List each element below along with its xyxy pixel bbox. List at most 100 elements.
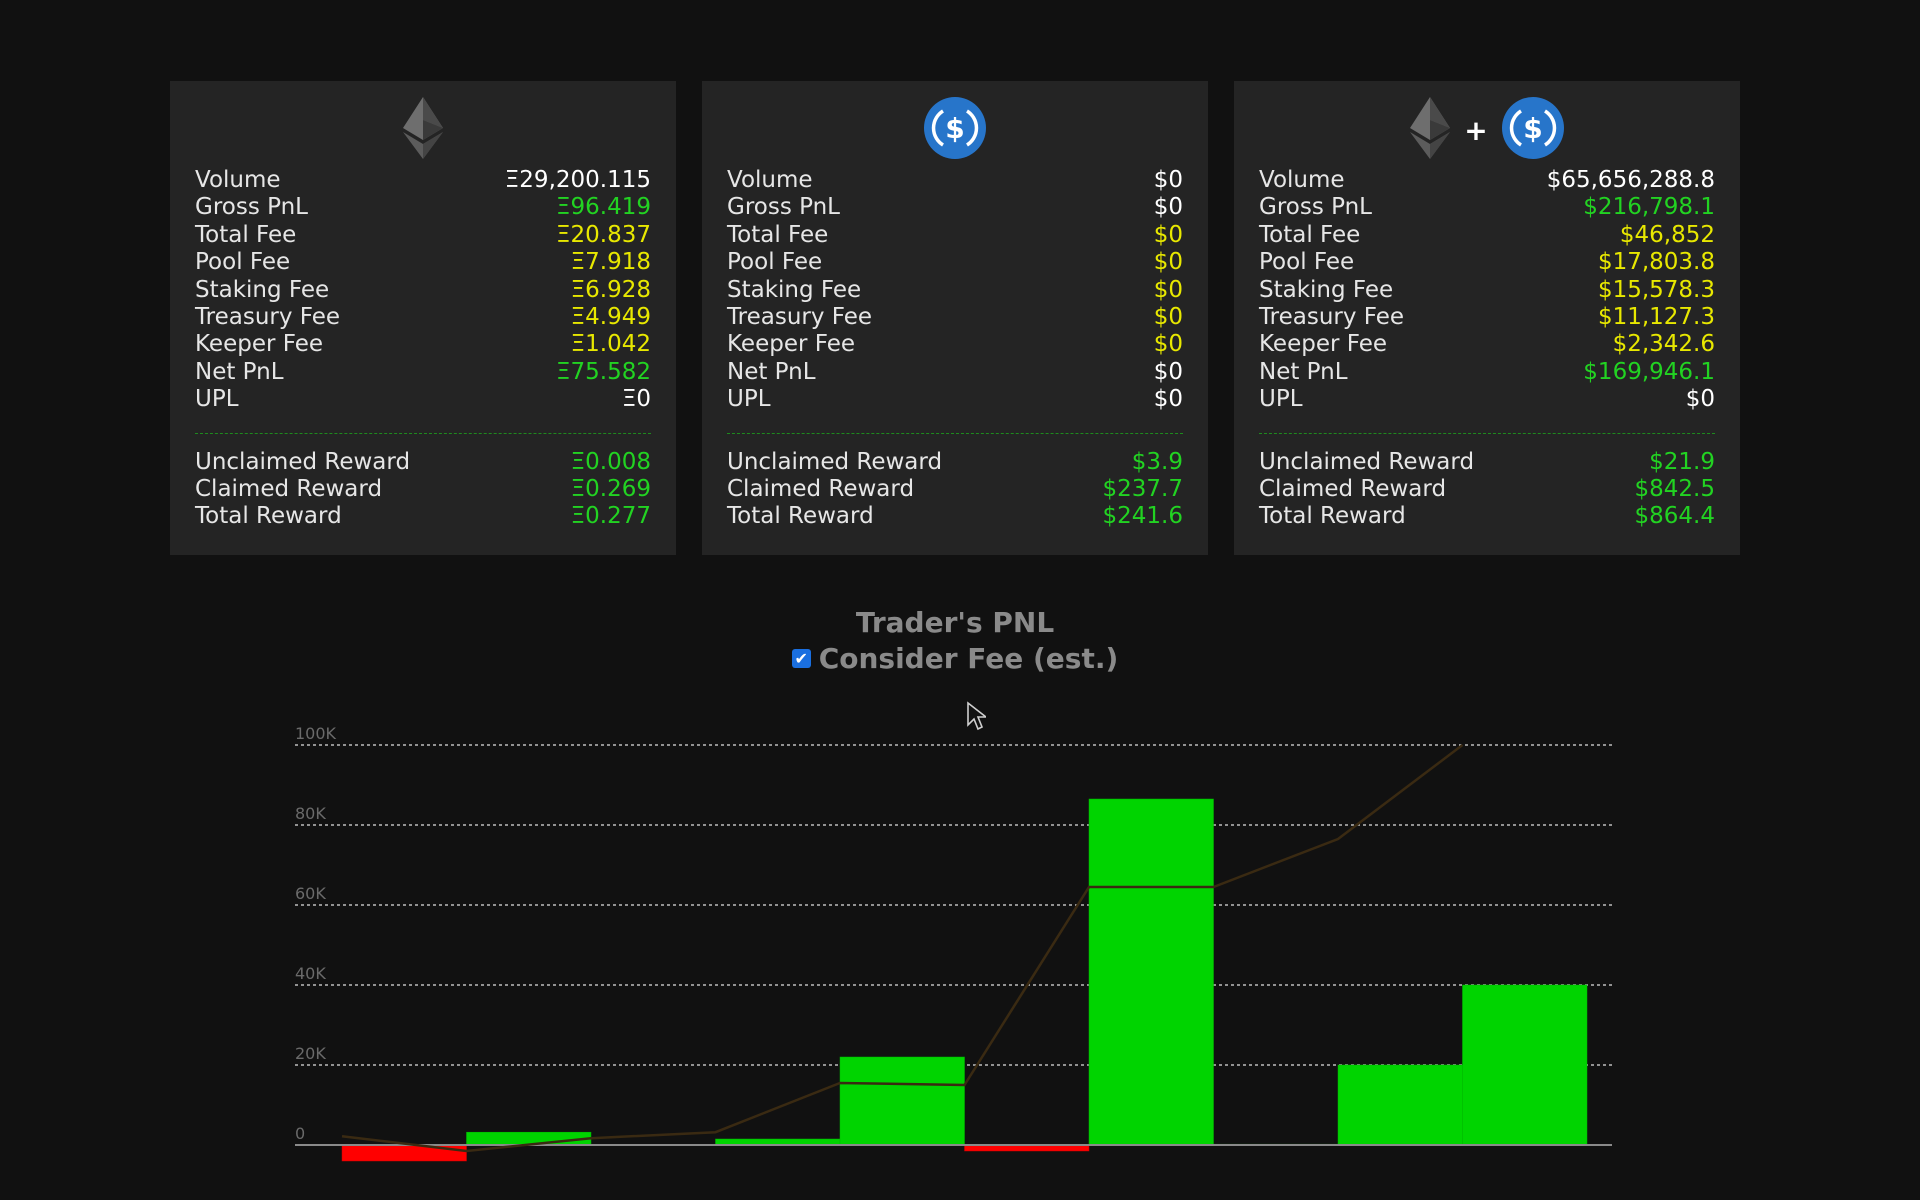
reward-value: $241.6 bbox=[1102, 503, 1183, 530]
stat-label: Staking Fee bbox=[727, 276, 862, 303]
stat-value: Ξ96.419 bbox=[555, 194, 651, 221]
stat-row: Staking Fee $15,578.3 bbox=[1259, 277, 1715, 304]
stat-label: UPL bbox=[195, 386, 239, 413]
stat-label: Net PnL bbox=[727, 358, 816, 385]
stat-row: Net PnL $0 bbox=[727, 359, 1183, 386]
stat-row: Keeper Fee Ξ1.042 bbox=[195, 331, 651, 358]
stat-value: $17,803.8 bbox=[1597, 249, 1715, 276]
stat-row: Gross PnL $216,798.1 bbox=[1259, 194, 1715, 221]
stats-cards: Volume Ξ29,200.115 Gross PnL Ξ96.419 Total F… bbox=[170, 81, 1740, 555]
stat-value: $169,946.1 bbox=[1583, 358, 1715, 385]
reward-label: Total Reward bbox=[727, 503, 874, 530]
stats-list: Volume Ξ29,200.115 Gross PnL Ξ96.419 Total F… bbox=[195, 167, 651, 414]
stat-row: Keeper Fee $2,342.6 bbox=[1259, 331, 1715, 358]
plus-sign: + bbox=[1464, 113, 1488, 147]
eth-icon bbox=[403, 97, 443, 163]
pnl-bar bbox=[1462, 984, 1588, 1146]
stat-label: Pool Fee bbox=[195, 249, 291, 276]
rewards-list: Unclaimed Reward $21.9 Claimed Reward $842.… bbox=[1259, 449, 1715, 531]
reward-label: Unclaimed Reward bbox=[1259, 448, 1475, 475]
stat-label: UPL bbox=[727, 386, 771, 413]
stat-row: Total Fee $46,852 bbox=[1259, 222, 1715, 249]
reward-value: $3.9 bbox=[1131, 448, 1183, 475]
stat-label: Staking Fee bbox=[1259, 276, 1394, 303]
reward-label: Total Reward bbox=[195, 503, 342, 530]
reward-value: $237.7 bbox=[1102, 475, 1183, 502]
stat-label: Volume bbox=[195, 167, 281, 193]
stat-value: $0 bbox=[1153, 303, 1183, 330]
stat-label: Volume bbox=[727, 167, 813, 193]
reward-label: Claimed Reward bbox=[727, 475, 915, 502]
stat-row: UPL $0 bbox=[1259, 386, 1715, 413]
card-header: $ bbox=[727, 97, 1183, 161]
stat-value: $0 bbox=[1153, 331, 1183, 358]
consider-fee-checkbox[interactable]: ✔ bbox=[791, 649, 811, 668]
divider bbox=[727, 432, 1183, 434]
stat-row: Pool Fee $0 bbox=[727, 249, 1183, 276]
stat-value: $0 bbox=[1153, 386, 1183, 413]
svg-text:$: $ bbox=[1523, 112, 1542, 145]
stat-value: Ξ1.042 bbox=[570, 331, 651, 358]
consider-fee-label: Consider Fee (est.) bbox=[818, 642, 1119, 675]
consider-fee-toggle[interactable]: ✔ Consider Fee (est.) bbox=[0, 642, 1910, 675]
reward-row: Unclaimed Reward Ξ0.008 bbox=[195, 449, 651, 476]
stat-label: Treasury Fee bbox=[727, 303, 873, 330]
stat-row: Net PnL $169,946.1 bbox=[1259, 359, 1715, 386]
reward-row: Unclaimed Reward $3.9 bbox=[727, 449, 1183, 476]
stat-row: Total Fee Ξ20.837 bbox=[195, 222, 651, 249]
reward-row: Total Reward $864.4 bbox=[1259, 503, 1715, 530]
y-tick-label: 60K bbox=[295, 884, 326, 903]
stat-value: $0 bbox=[1153, 221, 1183, 248]
usdc-stats-card: $ Volume $0 Gross PnL $0 Total Fee $0 Pool Fee… bbox=[702, 81, 1208, 555]
stat-label: Pool Fee bbox=[1259, 249, 1355, 276]
stat-label: Keeper Fee bbox=[195, 331, 324, 358]
card-header: + $ bbox=[1259, 97, 1715, 161]
reward-label: Claimed Reward bbox=[195, 475, 383, 502]
y-tick-label: 20K bbox=[295, 1044, 326, 1063]
stat-row: Net PnL Ξ75.582 bbox=[195, 359, 651, 386]
divider bbox=[1259, 432, 1715, 434]
stat-label: Total Fee bbox=[727, 221, 829, 248]
stat-label: Staking Fee bbox=[195, 276, 330, 303]
stat-label: UPL bbox=[1259, 386, 1303, 413]
stat-label: Pool Fee bbox=[727, 249, 823, 276]
reward-value: $21.9 bbox=[1649, 448, 1715, 475]
stats-list: Volume $65,656,288.8 Gross PnL $216,798.1 To… bbox=[1259, 167, 1715, 414]
stat-row: Keeper Fee $0 bbox=[727, 331, 1183, 358]
stat-value: $46,852 bbox=[1619, 221, 1715, 248]
reward-label: Total Reward bbox=[1259, 503, 1406, 530]
stat-value: Ξ7.918 bbox=[570, 249, 651, 276]
pnl-bar bbox=[1088, 798, 1214, 1146]
reward-row: Unclaimed Reward $21.9 bbox=[1259, 449, 1715, 476]
stat-row: Treasury Fee $11,127.3 bbox=[1259, 304, 1715, 331]
stat-row: Treasury Fee Ξ4.949 bbox=[195, 304, 651, 331]
rewards-list: Unclaimed Reward Ξ0.008 Claimed Reward Ξ0.2… bbox=[195, 449, 651, 531]
y-tick-label: 0 bbox=[295, 1124, 305, 1143]
card-header bbox=[195, 97, 651, 163]
reward-value: Ξ0.277 bbox=[570, 503, 651, 530]
stat-row: UPL Ξ0 bbox=[195, 386, 651, 413]
stat-value: $0 bbox=[1153, 358, 1183, 385]
stat-row: Staking Fee Ξ6.928 bbox=[195, 277, 651, 304]
reward-row: Claimed Reward $237.7 bbox=[727, 476, 1183, 503]
stat-row: Treasury Fee $0 bbox=[727, 304, 1183, 331]
reward-value: $842.5 bbox=[1634, 475, 1715, 502]
pnl-bar bbox=[839, 1056, 965, 1146]
reward-row: Total Reward Ξ0.277 bbox=[195, 503, 651, 530]
reward-row: Claimed Reward Ξ0.269 bbox=[195, 476, 651, 503]
stat-value: $0 bbox=[1153, 167, 1183, 193]
reward-value: Ξ0.008 bbox=[570, 448, 651, 475]
chart-title: Trader's PNL bbox=[855, 606, 1055, 639]
pnl-bar bbox=[341, 1144, 467, 1162]
eth-stats-card: Volume Ξ29,200.115 Gross PnL Ξ96.419 Total F… bbox=[170, 81, 676, 555]
stat-row: Volume Ξ29,200.115 bbox=[195, 167, 651, 194]
reward-label: Claimed Reward bbox=[1259, 475, 1447, 502]
stat-label: Net PnL bbox=[1259, 358, 1348, 385]
reward-value: $864.4 bbox=[1634, 503, 1715, 530]
stat-value: $65,656,288.8 bbox=[1546, 167, 1715, 193]
stat-value: $0 bbox=[1153, 194, 1183, 221]
stat-row: Staking Fee $0 bbox=[727, 277, 1183, 304]
stat-label: Net PnL bbox=[195, 358, 284, 385]
stat-value: $0 bbox=[1153, 249, 1183, 276]
stat-value: Ξ29,200.115 bbox=[504, 167, 651, 193]
